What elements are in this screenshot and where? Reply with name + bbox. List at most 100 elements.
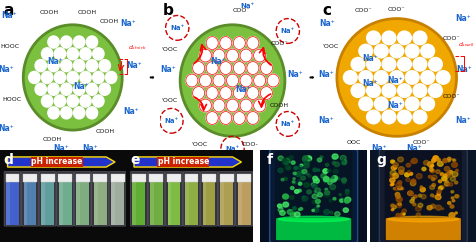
Circle shape [331,154,337,159]
Text: c: c [322,3,331,18]
Bar [167,181,171,225]
Circle shape [451,162,456,167]
Circle shape [343,161,346,163]
Circle shape [320,174,326,178]
Circle shape [409,160,413,163]
Circle shape [431,183,435,186]
Circle shape [342,160,346,163]
Circle shape [436,158,439,161]
Circle shape [390,160,394,163]
Circle shape [54,71,66,83]
Circle shape [392,163,397,167]
Text: OOC: OOC [347,140,361,145]
Circle shape [448,170,452,173]
Circle shape [282,160,288,165]
Text: 'OOC: 'OOC [322,44,338,49]
Text: Na⁺: Na⁺ [53,144,69,153]
Bar [93,181,98,225]
Circle shape [399,213,404,216]
Bar [237,181,250,225]
Circle shape [394,187,398,191]
Circle shape [381,31,395,45]
Text: COOH: COOH [43,137,62,142]
Bar [202,174,216,182]
Text: d: d [4,153,14,167]
Circle shape [206,62,218,75]
FancyBboxPatch shape [385,218,460,240]
Text: 'OOC: 'OOC [161,47,178,52]
Text: COO⁻: COO⁻ [412,140,430,145]
Circle shape [192,62,204,75]
Circle shape [432,156,437,161]
Circle shape [306,190,311,194]
Text: COO⁻: COO⁻ [354,8,372,13]
Circle shape [446,157,450,160]
Circle shape [340,160,344,163]
Text: Na⁺: Na⁺ [73,82,89,91]
Circle shape [358,71,372,84]
Text: b: b [162,3,173,18]
Circle shape [73,107,85,119]
Circle shape [426,205,431,210]
Circle shape [328,199,331,202]
Circle shape [311,200,316,204]
Bar [111,181,115,225]
Circle shape [287,210,292,214]
Circle shape [341,161,345,165]
Text: Na⁺: Na⁺ [387,101,402,110]
Circle shape [407,171,409,173]
Circle shape [292,178,295,180]
Circle shape [408,191,412,195]
Circle shape [366,31,379,45]
Circle shape [324,188,327,190]
Circle shape [381,58,395,71]
Circle shape [323,192,329,197]
Circle shape [437,180,441,183]
Circle shape [278,208,282,212]
Circle shape [60,60,72,72]
FancyBboxPatch shape [200,171,217,226]
Circle shape [420,97,434,111]
Circle shape [374,97,387,111]
Circle shape [439,173,443,176]
Circle shape [407,191,412,196]
Circle shape [449,177,455,181]
Circle shape [267,74,278,87]
Circle shape [402,213,404,215]
Text: Na⁺: Na⁺ [280,121,294,127]
Circle shape [397,31,410,45]
Circle shape [405,44,418,58]
Bar [6,181,10,225]
Circle shape [389,44,403,58]
Text: Na⁺: Na⁺ [0,65,14,74]
Circle shape [186,74,198,87]
Circle shape [397,157,403,162]
Circle shape [444,173,449,178]
Circle shape [417,203,422,207]
FancyBboxPatch shape [269,149,357,242]
Circle shape [86,36,98,48]
Circle shape [330,177,336,182]
Circle shape [29,71,40,83]
Circle shape [417,194,421,197]
Circle shape [293,172,296,175]
Circle shape [344,197,350,202]
FancyBboxPatch shape [165,171,182,226]
Circle shape [392,173,397,178]
FancyBboxPatch shape [91,171,109,226]
Circle shape [345,189,348,193]
Circle shape [449,205,453,208]
Circle shape [212,49,225,62]
Bar [219,181,224,225]
Circle shape [436,190,440,193]
Circle shape [329,211,332,214]
Circle shape [350,58,364,71]
Circle shape [409,181,415,186]
Circle shape [448,183,452,186]
FancyBboxPatch shape [21,171,39,226]
Circle shape [86,83,98,95]
Circle shape [412,58,426,71]
Circle shape [339,155,346,160]
Circle shape [343,71,357,84]
Circle shape [342,161,346,165]
